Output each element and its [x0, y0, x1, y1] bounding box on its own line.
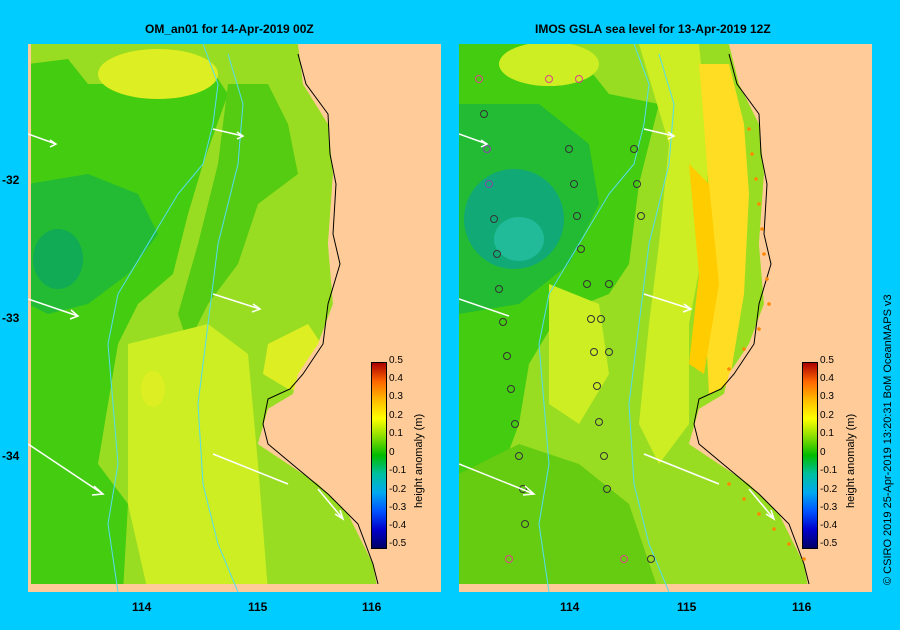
lat-tick-34-left: -34 — [2, 449, 20, 463]
lat-tick-33-left: -33 — [2, 311, 20, 325]
right-map — [459, 44, 872, 592]
cb-right-6: -0.1 — [820, 465, 838, 476]
cb-right-0: 0.5 — [820, 355, 834, 366]
cb-left-3: 0.2 — [389, 410, 403, 421]
right-panel-title: IMOS GSLA sea level for 13-Apr-2019 12Z — [535, 22, 771, 36]
cb-left-6: -0.1 — [389, 465, 407, 476]
cb-left-7: -0.2 — [389, 484, 407, 495]
cb-right-9: -0.4 — [820, 520, 838, 531]
lon-tick-116-left: 116 — [362, 600, 382, 614]
right-map-canvas — [459, 44, 872, 592]
lon-tick-114-left: 114 — [132, 600, 152, 614]
lat-tick-32-left: -32 — [2, 173, 20, 187]
cb-right-10: -0.5 — [820, 538, 838, 549]
cb-right-3: 0.2 — [820, 410, 834, 421]
cb-right-5: 0 — [820, 447, 826, 458]
cb-right-7: -0.2 — [820, 484, 838, 495]
cb-left-5: 0 — [389, 447, 395, 458]
lon-tick-116-right: 116 — [792, 600, 812, 614]
left-colorbar — [371, 362, 387, 549]
left-panel-title: OM_an01 for 14-Apr-2019 00Z — [145, 22, 314, 36]
cb-left-4: 0.1 — [389, 428, 403, 439]
lon-tick-115-right: 115 — [677, 600, 697, 614]
left-map-canvas — [28, 44, 441, 592]
cb-left-2: 0.3 — [389, 391, 403, 402]
cb-left-10: -0.5 — [389, 538, 407, 549]
left-colorbar-title: height anomaly (m) — [413, 413, 425, 508]
cb-right-1: 0.4 — [820, 373, 834, 384]
right-colorbar — [802, 362, 818, 549]
credit-text: © CSIRO 2019 25-Apr-2019 13:20:31 BoM Oc… — [882, 294, 894, 585]
left-map — [28, 44, 441, 592]
cb-right-2: 0.3 — [820, 391, 834, 402]
cb-right-4: 0.1 — [820, 428, 834, 439]
right-colorbar-title: height anomaly (m) — [845, 413, 857, 508]
cb-left-0: 0.5 — [389, 355, 403, 366]
cb-left-9: -0.4 — [389, 520, 407, 531]
lon-tick-114-right: 114 — [560, 600, 580, 614]
cb-left-8: -0.3 — [389, 502, 407, 513]
lon-tick-115-left: 115 — [248, 600, 268, 614]
cb-left-1: 0.4 — [389, 373, 403, 384]
cb-right-8: -0.3 — [820, 502, 838, 513]
